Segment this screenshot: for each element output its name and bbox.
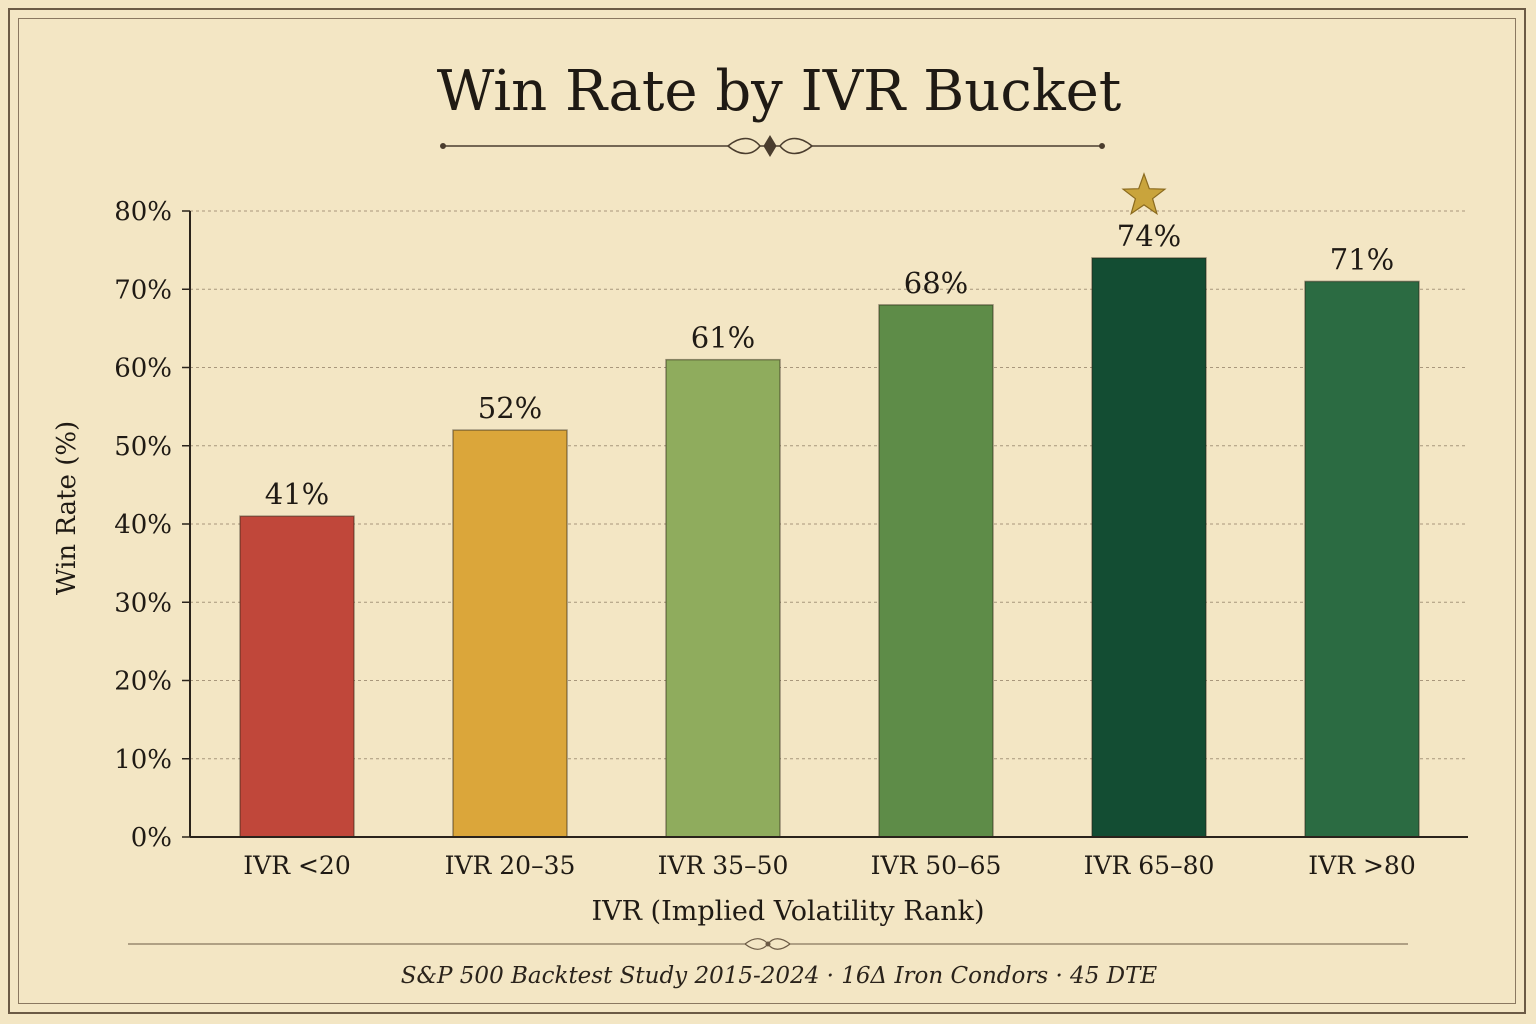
inner-frame bbox=[18, 18, 1516, 1004]
x-tick-label: IVR 20–35 bbox=[445, 851, 576, 880]
y-tick-label: 60% bbox=[114, 354, 172, 384]
data-label: 68% bbox=[904, 266, 968, 300]
outer-frame bbox=[8, 8, 1526, 1014]
x-axis-label: IVR (Implied Volatility Rank) bbox=[591, 896, 984, 927]
bar bbox=[1304, 280, 1420, 838]
y-tick-label: 50% bbox=[114, 432, 172, 462]
x-tick-label: IVR <20 bbox=[243, 851, 350, 880]
y-axis-label: Win Rate (%) bbox=[52, 421, 82, 595]
data-label: 52% bbox=[478, 391, 542, 425]
bar bbox=[878, 304, 994, 838]
star-icon bbox=[1121, 172, 1167, 216]
x-tick-label: IVR 50–65 bbox=[871, 851, 1002, 880]
data-label: 71% bbox=[1330, 242, 1394, 276]
data-label: 41% bbox=[265, 477, 329, 511]
x-tick-label: IVR 65–80 bbox=[1084, 851, 1215, 880]
y-tick-label: 10% bbox=[114, 745, 172, 775]
y-tick-label: 20% bbox=[114, 667, 172, 697]
title-ornament bbox=[440, 135, 1105, 157]
y-tick-label: 30% bbox=[114, 588, 172, 618]
y-tick-label: 70% bbox=[114, 275, 172, 305]
x-tick-label: IVR >80 bbox=[1308, 851, 1415, 880]
y-tick-label: 80% bbox=[114, 197, 172, 227]
bar bbox=[665, 358, 781, 838]
bar bbox=[452, 429, 568, 838]
bar bbox=[1091, 257, 1207, 838]
y-tick-label: 40% bbox=[114, 510, 172, 540]
data-label: 74% bbox=[1117, 219, 1181, 253]
y-tick-label: 0% bbox=[131, 823, 172, 853]
x-tick-label: IVR 35–50 bbox=[658, 851, 789, 880]
footnote: S&P 500 Backtest Study 2015-2024 · 16Δ I… bbox=[401, 963, 1158, 989]
bar bbox=[239, 515, 355, 838]
data-label: 61% bbox=[691, 321, 755, 355]
footer-ornament bbox=[128, 938, 1408, 950]
chart-title: Win Rate by IVR Bucket bbox=[437, 59, 1122, 124]
